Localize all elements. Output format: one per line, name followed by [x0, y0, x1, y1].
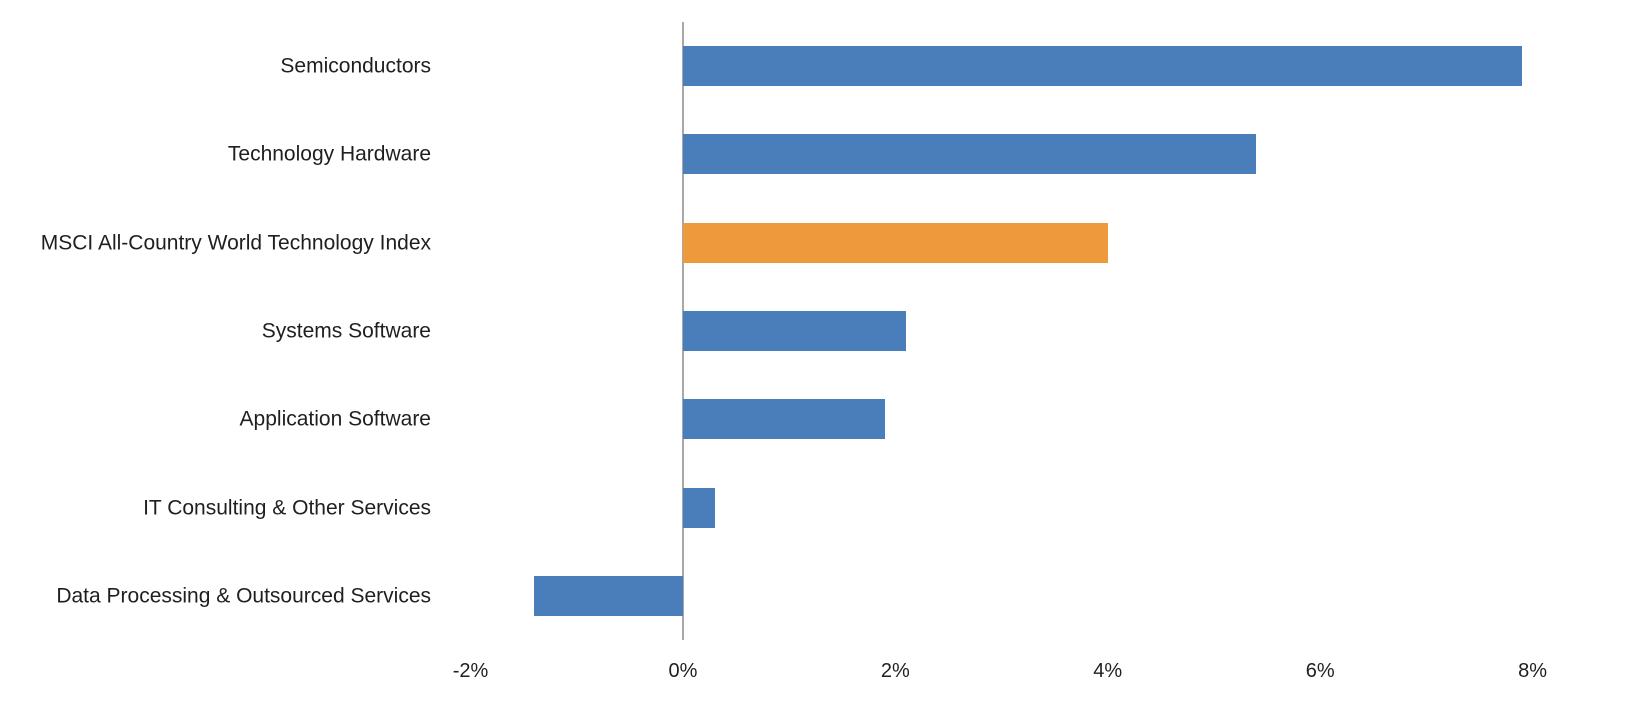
- x-tick-label: 6%: [1305, 660, 1335, 682]
- bar: [534, 575, 683, 616]
- category-label: MSCI All-Country World Technology Index: [40, 231, 431, 255]
- x-tick-label: -2%: [452, 660, 489, 682]
- x-tick-label: 8%: [1518, 660, 1548, 682]
- bar: [682, 46, 1522, 87]
- category-label: Technology Hardware: [227, 142, 431, 166]
- x-axis: -2% 0% 2% 4% 6% 8%: [0, 648, 1625, 698]
- x-tick-label: 4%: [1093, 660, 1123, 682]
- x-tick-label: 0%: [668, 660, 698, 682]
- bar: [682, 311, 906, 351]
- category-label: Semiconductors: [280, 54, 431, 78]
- category-label: Systems Software: [261, 319, 431, 343]
- bar: [682, 399, 885, 440]
- x-tick-label: 2%: [880, 660, 910, 682]
- category-label: Application Software: [239, 407, 431, 431]
- bar-highlight: [682, 222, 1108, 263]
- category-label: IT Consulting & Other Services: [143, 495, 431, 519]
- plot-area: Semiconductors Technology Hardware MSCI Al…: [0, 22, 1625, 640]
- category-label: Data Processing & Outsourced Services: [56, 584, 431, 608]
- bar: [682, 487, 715, 528]
- bar: [682, 134, 1257, 175]
